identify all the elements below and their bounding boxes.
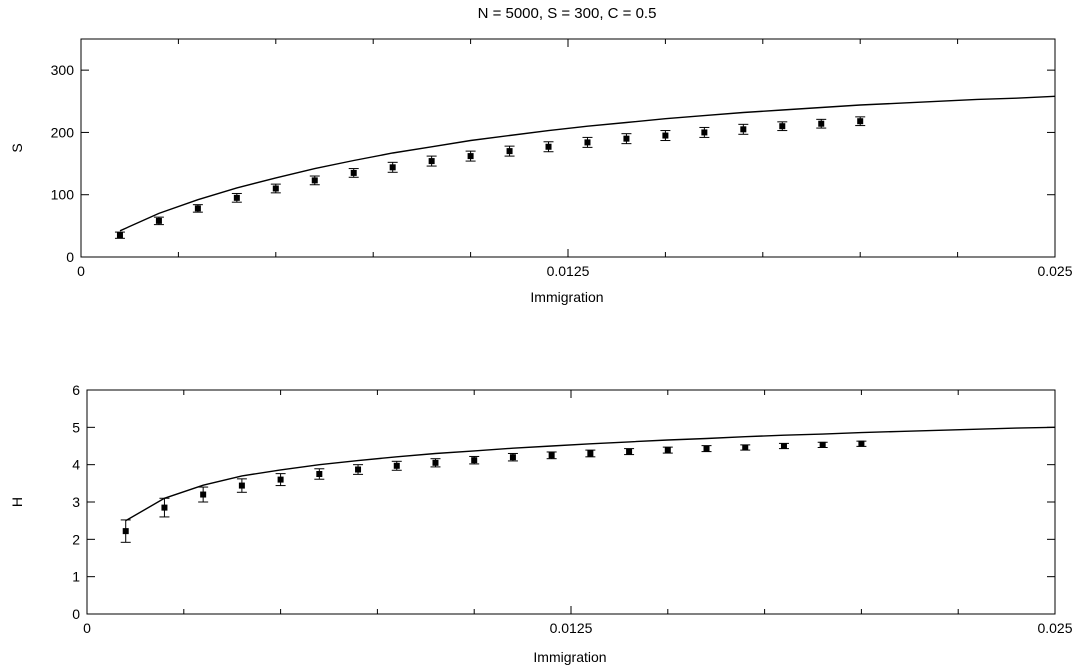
data-point-s [662,132,669,139]
x-tick-label-s: 0.0125 [547,263,590,279]
chart-panel-s: 0 0.0125 0.025 0 100 200 300 Immigration S [9,38,1073,305]
x-tick-label-h: 0 [83,620,91,636]
data-point-s [233,194,240,201]
data-point-h [432,459,439,466]
data-point-h [703,445,710,452]
data-point-s [545,143,552,150]
chart-panel-h: 0 0.0125 0.025 0 1 2 3 4 5 6 Immigration H [9,382,1073,665]
data-point-s [779,123,786,130]
y-tick-label-h: 4 [72,457,80,473]
y-tick-label-h: 5 [72,419,80,435]
y-tick-label-h: 6 [72,382,80,398]
data-point-h [780,443,787,449]
x-axis-label-s: Immigration [530,289,603,305]
x-tick-label-h: 0.0125 [550,620,593,636]
theory-line-h [125,426,1056,522]
plot-frame-s [80,38,1056,258]
y-tick-label-h: 0 [72,606,80,622]
y-tick-label-s: 300 [51,62,75,78]
y-tick-label-h: 2 [72,531,80,547]
data-point-s [467,153,474,160]
data-point-s [272,185,279,192]
data-point-h [626,448,633,455]
y-tick-label-h: 1 [72,569,80,585]
data-point-h [509,454,516,461]
x-tick-label-h: 0.025 [1037,620,1072,636]
data-point-h [664,447,671,454]
y-tick-label-s: 100 [51,187,75,203]
data-point-h [122,528,129,535]
data-point-s [857,118,864,125]
data-point-s [818,120,825,127]
data-point-h [316,471,323,477]
data-point-h [548,452,555,459]
y-tick-label-s: 0 [66,249,74,265]
figure-title: N = 5000, S = 300, C = 0.5 [478,5,657,22]
data-point-s [194,205,201,212]
data-point-h [161,504,168,511]
data-point-h [355,466,362,473]
data-point-s [116,232,123,239]
data-point-s [506,148,513,155]
data-point-s [623,135,630,142]
data-point-s [428,158,435,165]
y-tick-label-h: 3 [72,494,80,510]
data-point-h [277,476,284,483]
data-point-h [742,444,749,451]
data-point-s [155,217,162,224]
theory-line-s [119,95,1056,232]
data-point-s [389,164,396,171]
data-point-h [238,482,245,489]
data-point-s [350,169,357,176]
x-tick-label-s: 0.025 [1037,263,1072,279]
y-axis-label-h: H [9,497,25,507]
x-tick-label-s: 0 [77,263,85,279]
data-point-h [858,440,865,447]
data-point-s [584,139,591,146]
data-point-h [587,450,594,457]
data-point-h [819,441,826,448]
data-point-h [393,462,400,469]
data-point-s [701,129,708,136]
plot-frame-h [86,389,1056,615]
y-axis-label-s: S [9,143,25,152]
data-point-s [740,126,747,133]
data-point-s [311,177,318,184]
data-point-h [200,491,207,498]
y-tick-label-s: 200 [51,124,75,140]
x-axis-label-h: Immigration [533,649,606,665]
data-point-h [471,457,478,464]
